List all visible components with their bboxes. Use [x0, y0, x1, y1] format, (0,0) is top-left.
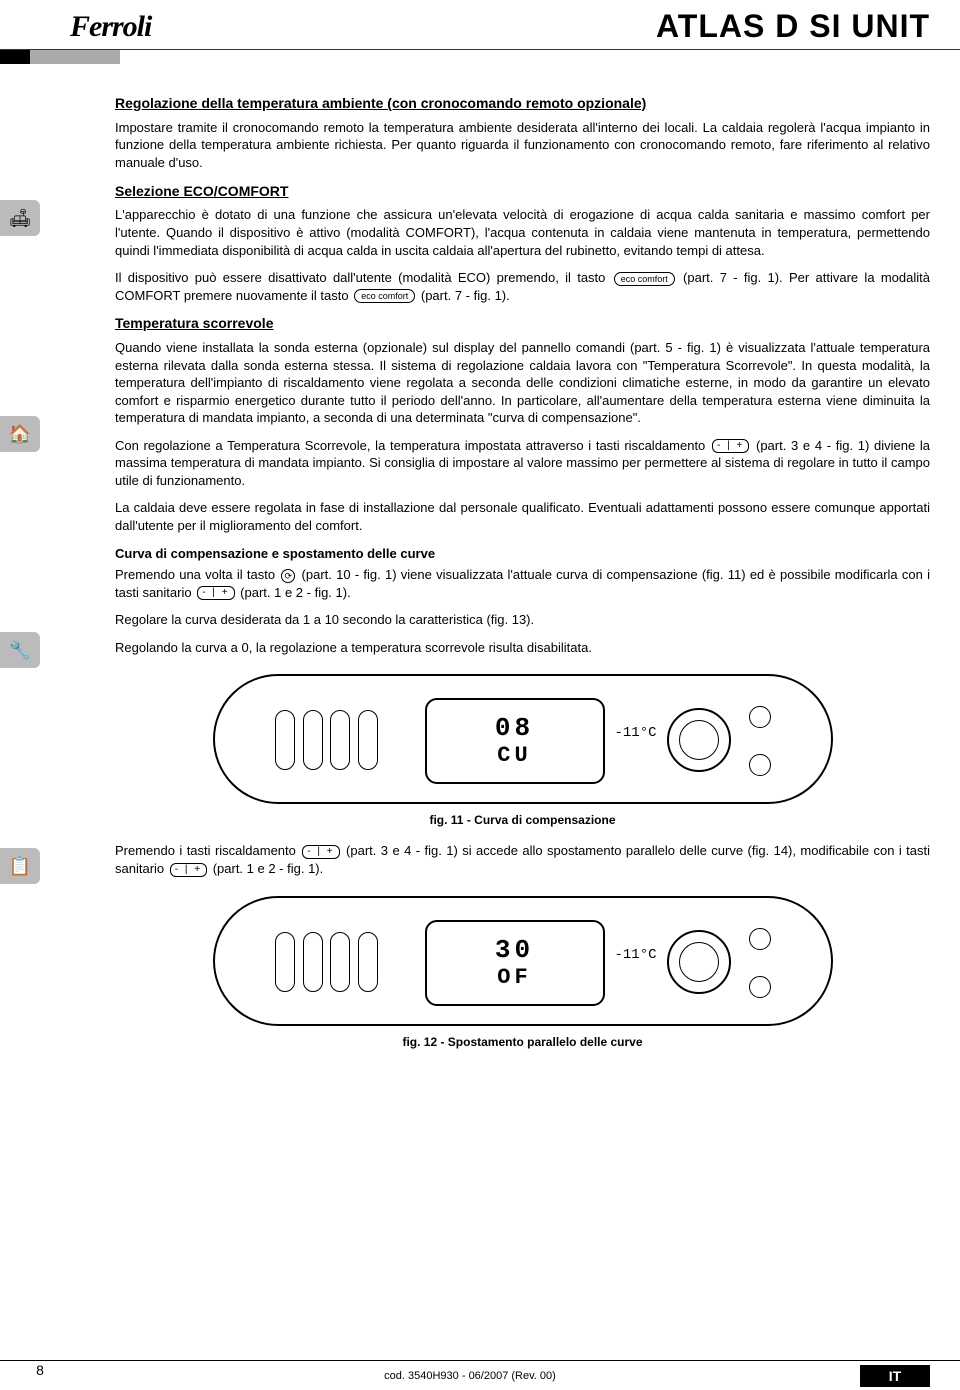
- dhw-minus-button: [275, 710, 295, 770]
- text: Premendo una volta il tasto: [115, 567, 279, 582]
- eco-comfort-button-icon: eco comfort: [354, 289, 415, 303]
- paragraph: Il dispositivo può essere disattivato da…: [115, 269, 930, 304]
- control-panel: 08 CU -11°C: [213, 674, 833, 804]
- control-panel-figure-11: 08 CU -11°C: [115, 674, 930, 804]
- installer-tab-icon: 🏠: [0, 416, 40, 452]
- text: (part. 1 e 2 - fig. 1).: [240, 585, 351, 600]
- display-value-top: 30: [495, 937, 534, 963]
- service-tab-icon: 🔧: [0, 632, 40, 668]
- page-header: Ferroli ATLAS D SI UNIT: [0, 0, 960, 50]
- product-title: ATLAS D SI UNIT: [656, 8, 930, 45]
- page-content: Regolazione della temperatura ambiente (…: [0, 64, 960, 1050]
- section-title-sliding-temp: Temperatura scorrevole: [115, 314, 930, 333]
- dhw-minus-button: [275, 932, 295, 992]
- paragraph: Quando viene installata la sonda esterna…: [115, 339, 930, 427]
- dhw-plus-button: [303, 710, 323, 770]
- eco-comfort-button-icon: eco comfort: [614, 272, 675, 286]
- lcd-display: 30 OF: [425, 920, 605, 1006]
- heating-buttons: [330, 932, 378, 992]
- mode-knob: [667, 708, 731, 772]
- user-tab-icon: 🛋: [0, 200, 40, 236]
- dhw-buttons: [275, 710, 323, 770]
- mode-button-icon: ⟳: [281, 569, 295, 583]
- text: Con regolazione a Temperatura Scorrevole…: [115, 438, 710, 453]
- page-footer: 8 cod. 3540H930 - 06/2007 (Rev. 00) IT: [0, 1360, 960, 1390]
- heating-minus-button: [330, 932, 350, 992]
- eco-button: [749, 706, 771, 728]
- page-number: 8: [0, 1362, 80, 1390]
- figure-caption-11: fig. 11 - Curva di compensazione: [115, 812, 930, 828]
- notes-tab-icon: 📋: [0, 848, 40, 884]
- subsection-title-curve: Curva di compensazione e spostamento del…: [115, 545, 930, 563]
- control-panel-figure-12: 30 OF -11°C: [115, 896, 930, 1026]
- display-value-bottom: CU: [497, 745, 531, 767]
- text: (part. 7 - fig. 1).: [421, 288, 510, 303]
- figure-caption-12: fig. 12 - Spostamento parallelo delle cu…: [115, 1034, 930, 1050]
- paragraph: Con regolazione a Temperatura Scorrevole…: [115, 437, 930, 490]
- lcd-display: 08 CU: [425, 698, 605, 784]
- dhw-plusminus-icon: - | +: [170, 863, 207, 877]
- header-rule: [0, 50, 960, 64]
- document-code: cod. 3540H930 - 06/2007 (Rev. 00): [80, 1370, 860, 1382]
- reset-button: [749, 754, 771, 776]
- heating-minus-button: [330, 710, 350, 770]
- paragraph: Regolando la curva a 0, la regolazione a…: [115, 639, 930, 657]
- heating-buttons: [330, 710, 378, 770]
- outdoor-temp: -11°C: [615, 946, 657, 965]
- text: Il dispositivo può essere disattivato da…: [115, 270, 612, 285]
- paragraph: Premendo i tasti riscaldamento - | + (pa…: [115, 842, 930, 877]
- paragraph: La caldaia deve essere regolata in fase …: [115, 499, 930, 534]
- paragraph: Impostare tramite il cronocomando remoto…: [115, 119, 930, 172]
- mode-knob: [667, 930, 731, 994]
- display-value-top: 08: [495, 715, 534, 741]
- paragraph: Regolare la curva desiderata da 1 a 10 s…: [115, 611, 930, 629]
- language-badge: IT: [860, 1365, 930, 1387]
- brand-logo: Ferroli: [70, 10, 151, 44]
- heating-plus-button: [358, 710, 378, 770]
- paragraph: L'apparecchio è dotato di una funzione c…: [115, 206, 930, 259]
- outdoor-temp: -11°C: [615, 724, 657, 743]
- display-value-bottom: OF: [497, 967, 531, 989]
- heating-plusminus-icon: - | +: [712, 439, 749, 453]
- dhw-plusminus-icon: - | +: [197, 586, 234, 600]
- heating-plusminus-icon: - | +: [302, 845, 339, 859]
- section-title-eco: Selezione ECO/COMFORT: [115, 182, 930, 201]
- control-panel: 30 OF -11°C: [213, 896, 833, 1026]
- paragraph: Premendo una volta il tasto ⟳ (part. 10 …: [115, 566, 930, 601]
- text: Premendo i tasti riscaldamento: [115, 843, 300, 858]
- dhw-buttons: [275, 932, 323, 992]
- sidebar-tabs: 🛋 🏠 🔧 📋: [0, 200, 40, 884]
- heating-plus-button: [358, 932, 378, 992]
- reset-button: [749, 976, 771, 998]
- section-title-ambient: Regolazione della temperatura ambiente (…: [115, 94, 930, 113]
- text: (part. 1 e 2 - fig. 1).: [213, 861, 324, 876]
- eco-button: [749, 928, 771, 950]
- dhw-plus-button: [303, 932, 323, 992]
